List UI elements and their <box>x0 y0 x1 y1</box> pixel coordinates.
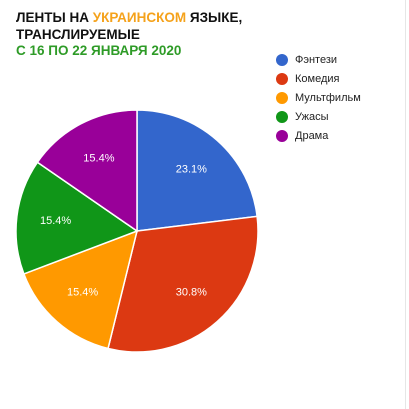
pie-slice-2 <box>22 229 139 350</box>
legend-label-2: Мультфильм <box>295 91 361 104</box>
pie-slice-4 <box>36 109 138 233</box>
legend-item-2: Мультфильм <box>276 88 361 107</box>
chart-legend: Фэнтези Комедия Мультфильм Ужасы Драма <box>276 50 361 145</box>
chart-title-highlight: УКРАИНСКОМ <box>92 10 187 25</box>
legend-label-4: Драма <box>295 129 329 142</box>
chart-subtitle: С 16 ПО 22 ЯНВАРЯ 2020 <box>16 43 182 58</box>
legend-swatch-3 <box>276 110 288 123</box>
pie-slice-label-0: 23.1% <box>176 164 207 176</box>
legend-item-3: Ужасы <box>276 107 361 126</box>
legend-label-1: Комедия <box>295 72 340 85</box>
frame-border <box>405 0 406 409</box>
legend-item-1: Комедия <box>276 69 361 88</box>
legend-item-0: Фэнтези <box>276 50 361 69</box>
legend-swatch-1 <box>276 72 288 85</box>
pie-slice-1 <box>107 215 259 353</box>
chart-title-part1: ЛЕНТЫ НА <box>16 10 93 25</box>
pie-slice-label-1: 30.8% <box>176 286 207 298</box>
pie-slice-3 <box>15 161 139 275</box>
chart-title-part2: ЯЗЫКЕ, ТРАНСЛИРУЕМЫЕ <box>16 10 243 42</box>
pie-slice-label-4: 15.4% <box>83 152 114 164</box>
pie-slice-label-3: 15.4% <box>40 215 71 227</box>
legend-label-3: Ужасы <box>295 110 329 123</box>
legend-swatch-2 <box>276 91 288 104</box>
legend-item-4: Драма <box>276 126 361 145</box>
legend-swatch-0 <box>276 53 288 66</box>
legend-label-0: Фэнтези <box>295 53 338 66</box>
chart-title: ЛЕНТЫ НА УКРАИНСКОМ ЯЗЫКЕ, ТРАНСЛИРУЕМЫЕ <box>16 9 316 43</box>
legend-swatch-4 <box>276 129 288 142</box>
pie-slice-0 <box>136 109 258 232</box>
pie-slice-label-2: 15.4% <box>67 286 98 298</box>
